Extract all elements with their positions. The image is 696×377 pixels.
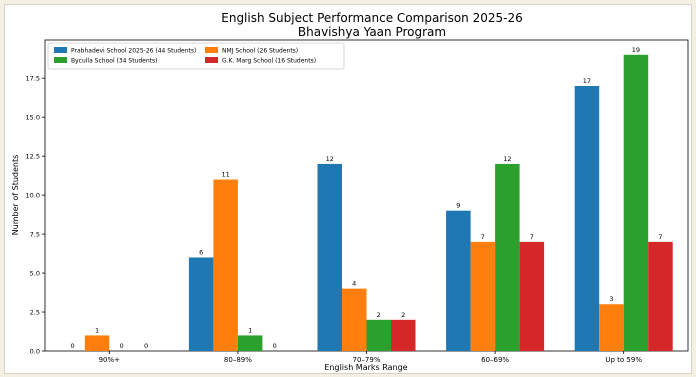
y-tick-label: 10.0 <box>26 192 40 200</box>
bar <box>495 163 520 351</box>
chart-subtitle: Bhavishya Yaan Program <box>298 25 446 39</box>
bar <box>574 85 600 352</box>
bar-value-label: 1 <box>95 326 99 334</box>
legend-label: Prabhadevi School 2025-26 (44 Students) <box>71 48 196 55</box>
bar <box>470 241 496 351</box>
bar <box>237 335 263 351</box>
bar <box>446 210 471 351</box>
x-tick-label: 90%+ <box>99 356 121 364</box>
bar-value-label: 12 <box>503 155 511 163</box>
bar <box>188 257 214 351</box>
bar <box>519 241 545 351</box>
y-tick-label: 5.0 <box>30 270 40 278</box>
chart-title: English Subject Performance Comparison 2… <box>221 11 522 25</box>
bar <box>84 335 110 351</box>
bar-value-label: 0 <box>144 342 148 350</box>
bar-value-label: 19 <box>632 46 640 54</box>
bar-value-label: 9 <box>456 202 460 210</box>
y-tick-label: 2.5 <box>30 309 40 317</box>
x-tick-label: 80–89% <box>224 356 252 364</box>
y-tick-label: 17.5 <box>26 75 40 83</box>
x-tick-label: 70–79% <box>353 356 381 364</box>
bar <box>648 241 673 351</box>
bar-value-label: 2 <box>377 311 381 319</box>
legend-swatch <box>205 47 218 53</box>
legend-box <box>47 42 345 70</box>
bar-value-label: 2 <box>401 311 405 319</box>
y-tick-label: 0.0 <box>30 348 40 356</box>
bar <box>366 319 391 351</box>
bar-value-label: 7 <box>530 233 534 241</box>
legend-label: G.K. Marg School (16 Students) <box>222 58 316 65</box>
legend-swatch <box>54 57 67 63</box>
legend-swatch <box>205 57 218 63</box>
x-tick-label: Up to 59% <box>605 356 642 364</box>
legend-label: Byculla School (34 Students) <box>71 58 157 65</box>
y-tick-label: 7.5 <box>30 231 40 239</box>
bar <box>213 179 238 351</box>
bar-value-label: 4 <box>352 280 356 288</box>
bar-value-label: 0 <box>273 342 277 350</box>
legend: Prabhadevi School 2025-26 (44 Students) N… <box>47 42 345 70</box>
bar-value-label: 7 <box>481 233 485 241</box>
x-axis-label: English Marks Range <box>324 363 407 372</box>
bar-value-label: 17 <box>583 77 591 85</box>
bar <box>342 288 367 351</box>
bar-value-label: 0 <box>70 342 74 350</box>
bar <box>599 304 624 351</box>
bar-value-label: 11 <box>222 171 230 179</box>
legend-label: NMJ School (26 Students) <box>222 48 298 55</box>
x-tick-label: 60–69% <box>481 356 509 364</box>
bar-value-label: 3 <box>609 295 613 303</box>
chart: English Subject Performance Comparison 2… <box>11 11 689 372</box>
legend-swatch <box>54 47 67 53</box>
bar-value-label: 0 <box>119 342 123 350</box>
chart-frame: English Subject Performance Comparison 2… <box>4 4 692 374</box>
bar <box>623 54 649 352</box>
y-tick-label: 12.5 <box>26 153 40 161</box>
y-tick-label: 15.0 <box>26 114 40 122</box>
bar <box>317 163 342 351</box>
bar-value-label: 1 <box>248 326 252 334</box>
y-axis-label: Number of Students <box>11 155 20 236</box>
bar-value-label: 6 <box>199 248 203 256</box>
bar <box>391 319 416 351</box>
bar-value-label: 12 <box>326 155 334 163</box>
bar-value-label: 7 <box>658 233 662 241</box>
